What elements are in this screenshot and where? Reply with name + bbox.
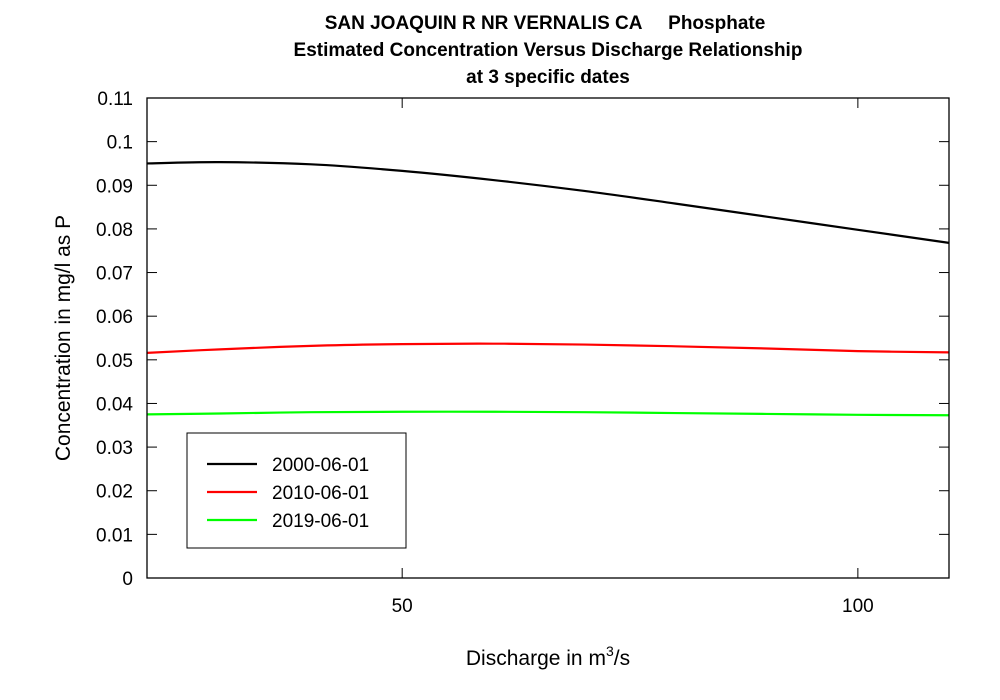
y-tick-label: 0.02 (96, 482, 133, 503)
y-tick-label: 0.08 (96, 220, 133, 241)
y-tick-label: 0.03 (96, 438, 133, 459)
chart-title-line-2: Estimated Concentration Versus Discharge… (294, 40, 803, 61)
x-tick-label: 100 (842, 596, 874, 617)
legend: 2000-06-01 2010-06-01 2019-06-01 (186, 432, 407, 549)
x-axis-label-main: Discharge in m (466, 647, 606, 670)
y-tick-label: 0.11 (97, 89, 133, 110)
x-axis-label-sup: 3 (606, 643, 614, 659)
x-tick-label: 50 (392, 596, 413, 617)
x-axis-label: Discharge in m3/s (466, 643, 630, 670)
legend-label-2019: 2019-06-01 (272, 511, 369, 532)
y-tick-label: 0 (122, 569, 133, 590)
y-tick-label: 0.1 (107, 133, 133, 154)
legend-label-2010: 2010-06-01 (272, 483, 369, 504)
y-tick-label: 0.06 (96, 307, 133, 328)
chart-title-line-1: SAN JOAQUIN R NR VERNALIS CA Phosphate (325, 13, 766, 34)
series-line-2000-06-01 (146, 161, 950, 244)
legend-label-2000: 2000-06-01 (272, 455, 369, 476)
y-tick-label: 0.09 (96, 176, 133, 197)
y-tick-label: 0.04 (96, 394, 133, 415)
y-tick-label: 0.05 (96, 351, 133, 372)
chart-title-line-3: at 3 specific dates (466, 67, 630, 88)
y-axis-label: Concentration in mg/l as P (52, 215, 75, 461)
legend-box (186, 432, 407, 549)
series-line-2010-06-01 (146, 342, 950, 354)
y-tick-label: 0.01 (96, 525, 133, 546)
series-line-2019-06-01 (146, 410, 950, 417)
x-axis-label-tail: /s (614, 647, 630, 670)
y-tick-label: 0.07 (96, 264, 133, 285)
plot-frame (146, 97, 950, 579)
